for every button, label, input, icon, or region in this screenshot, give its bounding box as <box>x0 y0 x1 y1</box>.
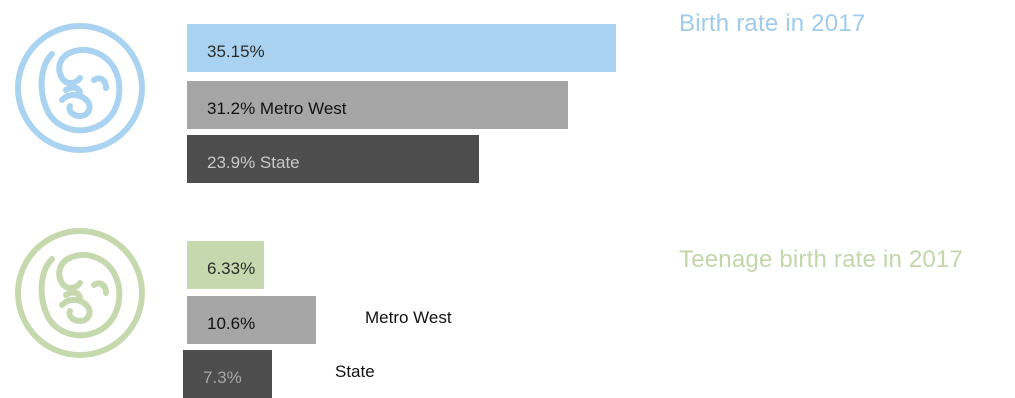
chart-title: Teenage birth rate in 2017 <box>679 246 964 273</box>
bar-value-label: 7.3% <box>203 368 242 387</box>
bar-value-label: 35.15% <box>207 42 265 61</box>
fetus-icon <box>15 23 145 153</box>
bar <box>187 24 616 72</box>
bar <box>187 241 264 289</box>
bar <box>187 81 568 129</box>
bar-area: 6.33% 10.6% Metro West 7.3% State <box>0 195 1015 398</box>
bar-category-label: Metro West <box>365 308 452 327</box>
bar-value-label: 31.2% Metro West <box>207 99 347 118</box>
chart-title: Birth rate in 2017 <box>679 10 866 37</box>
bar-value-label: 6.33% <box>207 259 256 278</box>
bar <box>187 296 316 344</box>
birth-rate-chart: Birth rate in 2017 35.15% 31.2% Metro Wes… <box>0 0 1015 195</box>
bar <box>187 135 479 183</box>
fetus-icon <box>15 228 145 358</box>
bar-value-label: 10.6% <box>207 314 256 333</box>
bar-category-label: State <box>335 362 375 381</box>
teenage-birth-rate-chart: Teenage birth rate in 2017 6.33% 10.6% Met… <box>0 195 1015 398</box>
bar-value-label: 23.9% State <box>207 153 300 172</box>
bar-area: 35.15% 31.2% Metro West 23.9% State <box>0 0 1015 195</box>
